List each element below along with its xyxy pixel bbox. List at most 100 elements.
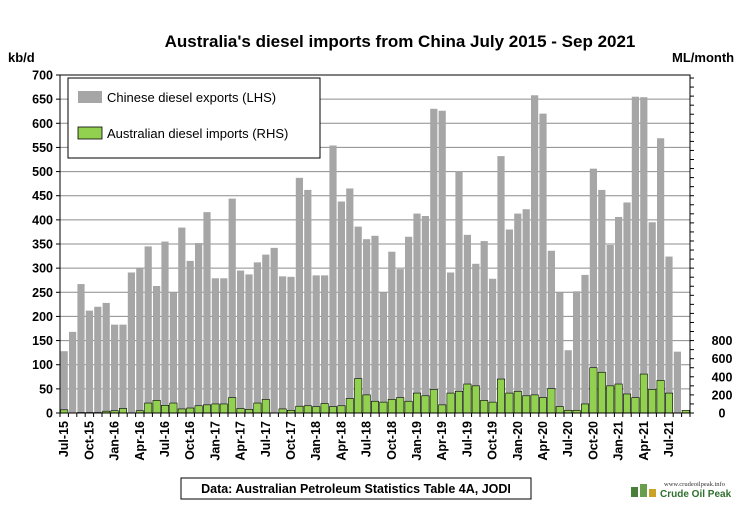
bar-australian-imports-Apr-18 <box>337 405 346 414</box>
logo-barrel-2 <box>640 484 647 497</box>
bar-chinese-exports-Jul-20 <box>564 350 572 413</box>
bar-chinese-exports-Sep-20 <box>581 274 589 413</box>
x-tick-label-Jan-18: Jan-18 <box>309 421 323 461</box>
logo-name: Crude Oil Peak <box>660 489 732 500</box>
bar-chinese-exports-Feb-19 <box>421 215 429 413</box>
bar-australian-imports-Jan-19 <box>412 392 421 414</box>
bar-chinese-exports-Oct-20 <box>589 168 597 413</box>
bar-chinese-exports-Mar-20 <box>531 95 539 413</box>
bar-chinese-exports-Sep-17 <box>279 276 287 413</box>
bar-australian-imports-Dec-16 <box>203 404 212 414</box>
left-tick-label-550: 550 <box>32 141 53 155</box>
right-tick-label-400: 400 <box>712 370 733 384</box>
bar-chinese-exports-Jan-16 <box>111 324 119 413</box>
bar-chinese-exports-Jun-19 <box>455 171 463 413</box>
left-tick-label-400: 400 <box>32 213 53 227</box>
bar-australian-imports-Mar-21 <box>631 397 640 414</box>
bar-australian-imports-Jul-17 <box>261 399 270 414</box>
bar-australian-imports-Dec-18 <box>404 400 413 414</box>
x-tick-label-Jul-18: Jul-18 <box>360 421 374 457</box>
x-tick-label-Jan-21: Jan-21 <box>612 421 626 461</box>
x-tick-label-Oct-15: Oct-15 <box>82 421 96 460</box>
bar-australian-imports-Feb-16 <box>119 408 128 414</box>
left-tick-label-600: 600 <box>32 117 53 131</box>
chinese-exports-bars <box>60 95 681 414</box>
x-axis: Jul-15 Oct-15 Jan-16 Apr-16 Jul-16 Oct-16 Jan-… <box>57 413 691 461</box>
bar-chinese-exports-Jan-19 <box>413 213 421 413</box>
bar-australian-imports-May-17 <box>245 409 254 414</box>
logo-barrel-1 <box>631 487 638 497</box>
bar-australian-imports-Jun-16 <box>152 400 161 414</box>
bar-australian-imports-Apr-21 <box>639 373 648 414</box>
x-tick-label-Apr-17: Apr-17 <box>234 421 248 461</box>
bar-australian-imports-May-20 <box>547 388 556 414</box>
legend-label-australian-imports: Australian diesel imports (RHS) <box>107 126 288 141</box>
bar-australian-imports-Nov-19 <box>496 378 505 414</box>
bar-chinese-exports-Sep-15 <box>77 284 85 413</box>
bar-australian-imports-Mar-17 <box>228 397 237 414</box>
bar-chinese-exports-May-18 <box>346 188 354 413</box>
bar-chinese-exports-Jun-20 <box>556 292 564 413</box>
bar-australian-imports-Jul-19 <box>463 383 472 414</box>
legend-box <box>67 77 321 159</box>
x-tick-label-Apr-19: Apr-19 <box>435 421 449 461</box>
bar-australian-imports-Jul-16 <box>161 405 170 414</box>
bar-australian-imports-Apr-19 <box>438 404 447 414</box>
x-tick-label-Oct-17: Oct-17 <box>284 421 298 460</box>
bar-australian-imports-Jul-18 <box>362 394 371 414</box>
legend-swatch-chinese-exports <box>78 91 102 103</box>
bar-australian-imports-Mar-18 <box>328 406 337 414</box>
bar-chinese-exports-Sep-19 <box>480 241 488 413</box>
bar-australian-imports-Feb-20 <box>522 395 531 414</box>
bar-chinese-exports-Apr-18 <box>337 201 345 413</box>
crude-oil-peak-logo: www.crudeoilpeak.info Crude Oil Peak <box>631 481 732 500</box>
left-tick-label-150: 150 <box>32 334 53 348</box>
bar-australian-imports-Sep-18 <box>379 401 388 414</box>
bar-australian-imports-Jun-19 <box>454 390 463 414</box>
bar-chinese-exports-Jun-21 <box>657 138 665 414</box>
left-tick-label-250: 250 <box>32 286 53 300</box>
bar-australian-imports-Sep-16 <box>177 408 186 414</box>
bar-australian-imports-Jan-18 <box>312 406 321 414</box>
x-tick-label-Jan-16: Jan-16 <box>108 421 122 461</box>
bar-australian-imports-Nov-16 <box>194 405 203 414</box>
bar-chinese-exports-Dec-18 <box>405 236 413 413</box>
logo-url: www.crudeoilpeak.info <box>664 481 725 488</box>
bar-chinese-exports-Jan-18 <box>312 275 320 413</box>
bar-chinese-exports-Oct-16 <box>186 260 194 413</box>
bar-australian-imports-Oct-20 <box>589 367 598 414</box>
bar-chinese-exports-Aug-17 <box>270 247 278 413</box>
bar-chinese-exports-Aug-20 <box>573 291 581 413</box>
bar-chinese-exports-Oct-19 <box>489 278 497 413</box>
bar-chinese-exports-Apr-20 <box>539 113 547 413</box>
bar-chinese-exports-May-19 <box>447 272 455 413</box>
x-tick-label-Apr-16: Apr-16 <box>133 421 147 461</box>
bar-australian-imports-Oct-16 <box>186 407 195 414</box>
bar-chinese-exports-Jan-17 <box>211 278 219 413</box>
bar-chinese-exports-Jul-19 <box>463 234 471 413</box>
bar-australian-imports-Mar-20 <box>530 394 539 414</box>
bar-australian-imports-Dec-19 <box>505 392 514 414</box>
x-tick-label-Oct-16: Oct-16 <box>183 421 197 460</box>
bar-chinese-exports-Jun-17 <box>253 262 261 413</box>
bar-australian-imports-Dec-20 <box>606 385 615 414</box>
left-tick-label-100: 100 <box>32 358 53 372</box>
bar-chinese-exports-May-20 <box>547 250 555 413</box>
legend-swatch-australian-imports <box>77 126 103 140</box>
bar-chinese-exports-Nov-16 <box>195 243 203 413</box>
bar-chinese-exports-Mar-18 <box>329 145 337 414</box>
bar-chinese-exports-Jul-17 <box>262 254 270 413</box>
x-tick-label-Jan-19: Jan-19 <box>410 421 424 461</box>
right-tick-label-600: 600 <box>712 352 733 366</box>
bar-chinese-exports-Mar-19 <box>430 108 438 414</box>
x-tick-label-Jul-15: Jul-15 <box>57 421 71 457</box>
bar-chinese-exports-May-16 <box>144 246 152 413</box>
bar-australian-imports-Jul-21 <box>664 392 673 414</box>
bar-chinese-exports-Dec-20 <box>606 244 614 413</box>
bar-australian-imports-Oct-19 <box>488 401 497 414</box>
bar-australian-imports-Sep-19 <box>480 400 489 414</box>
bar-chinese-exports-Dec-16 <box>203 212 211 413</box>
bar-chinese-exports-Jul-21 <box>665 256 673 413</box>
bar-chinese-exports-Dec-19 <box>505 229 513 413</box>
bar-chinese-exports-Nov-20 <box>598 189 606 413</box>
